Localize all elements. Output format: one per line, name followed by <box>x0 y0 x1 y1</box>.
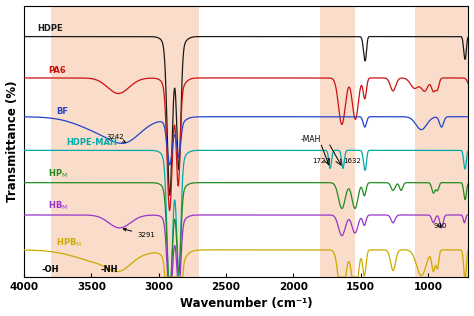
Text: 900: 900 <box>433 223 447 229</box>
Text: HP$_\mathrm{M}$: HP$_\mathrm{M}$ <box>48 167 68 179</box>
X-axis label: Wavenumber (cm⁻¹): Wavenumber (cm⁻¹) <box>180 297 312 310</box>
Text: HDPE: HDPE <box>37 24 63 33</box>
Text: 3242: 3242 <box>106 134 126 143</box>
Bar <box>320 6 356 277</box>
Text: HPB$_\mathrm{M}$: HPB$_\mathrm{M}$ <box>56 237 82 249</box>
Bar <box>51 6 146 277</box>
Text: 3291: 3291 <box>123 228 155 238</box>
Y-axis label: Transmittance (%): Transmittance (%) <box>6 81 18 202</box>
Text: 1727: 1727 <box>312 158 330 164</box>
Bar <box>415 6 468 277</box>
Text: -MAH: -MAH <box>301 136 321 144</box>
Text: HDPE-MAH: HDPE-MAH <box>66 138 117 147</box>
Text: BF: BF <box>56 107 68 116</box>
Text: 1632: 1632 <box>343 158 361 164</box>
Text: HB$_\mathrm{M}$: HB$_\mathrm{M}$ <box>48 199 68 212</box>
Bar <box>146 6 199 277</box>
Text: -OH: -OH <box>42 265 59 274</box>
Text: -NH: -NH <box>101 265 118 274</box>
Text: PA6: PA6 <box>48 66 66 75</box>
